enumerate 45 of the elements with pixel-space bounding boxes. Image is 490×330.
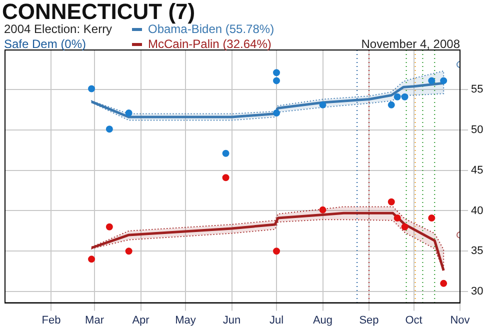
point (222, 174, 230, 182)
point (273, 248, 280, 255)
point (273, 69, 280, 76)
x-tick-label: Sep (359, 314, 379, 326)
x-tick-label: Mar (85, 314, 104, 326)
point (401, 223, 408, 230)
point (125, 248, 132, 255)
chart-title: CONNECTICUT (7) (2, 0, 196, 24)
point (428, 77, 436, 84)
x-tick-label: Jun (222, 314, 241, 326)
point (319, 206, 326, 214)
y-tick-label: 35 (471, 245, 484, 258)
x-tick-label: May (175, 314, 196, 326)
point (440, 280, 448, 287)
point (428, 214, 436, 222)
annotation: Safe Dem (0%) (4, 37, 86, 51)
point (401, 93, 408, 100)
y-tick-label: 50 (471, 124, 484, 136)
point (106, 223, 113, 230)
y-tick-label: 40 (471, 204, 484, 217)
text: 2004 Election: Kerry (4, 22, 112, 36)
x-tick-label: Aug (312, 314, 333, 326)
x-tick-label: Oct (405, 314, 422, 326)
legend-label: McCain-Palin (32.64%) (147, 37, 272, 52)
x-tick-label: Nov (450, 314, 470, 326)
point (394, 93, 401, 100)
point (273, 77, 280, 84)
point (88, 85, 96, 92)
x-tick-label: Feb (42, 314, 61, 326)
point (125, 110, 132, 116)
point (88, 256, 96, 263)
point (394, 214, 401, 222)
point (319, 101, 326, 108)
point (273, 110, 280, 116)
y-tick-label: 45 (471, 164, 484, 176)
y-tick-label: 30 (471, 286, 484, 298)
point (388, 198, 395, 206)
y-tick-label: 55 (471, 84, 484, 96)
annotation: November 4, 2008 (361, 37, 460, 51)
point (106, 126, 113, 133)
x-tick-label: Apr (132, 314, 150, 326)
point (440, 77, 448, 84)
x-tick-label: Jul (269, 314, 284, 326)
point (222, 150, 230, 157)
point (388, 101, 395, 108)
